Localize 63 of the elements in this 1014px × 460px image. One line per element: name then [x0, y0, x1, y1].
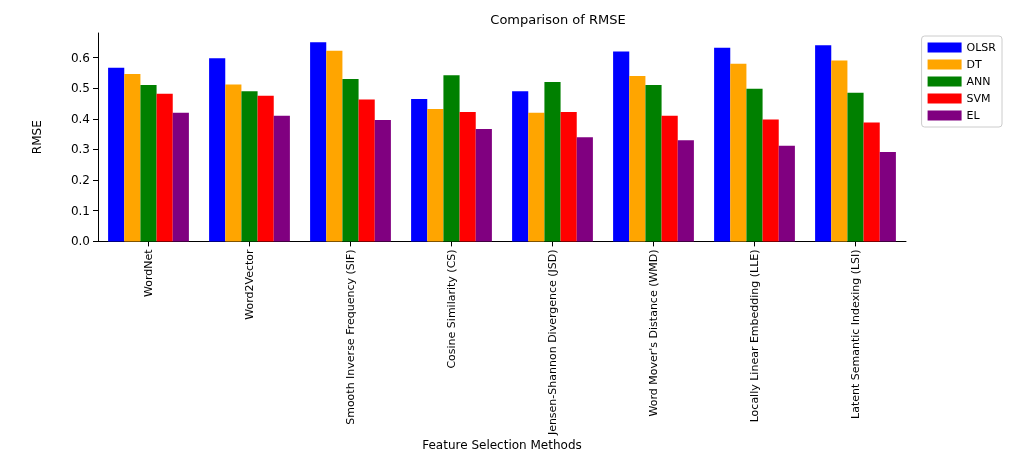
bar [209, 58, 226, 242]
bar [273, 115, 290, 242]
bar [544, 82, 561, 242]
bar [560, 112, 577, 242]
bar [225, 84, 242, 242]
bar [831, 60, 848, 242]
bar [459, 112, 476, 242]
bar [108, 67, 125, 242]
bar [762, 119, 779, 242]
y-tick-label: 0.1 [70, 203, 90, 218]
x-axis-title: Feature Selection Methods [422, 438, 582, 452]
bar [140, 85, 157, 242]
bar [475, 128, 492, 242]
x-tick-label: Locally Linear Embedding (LLE) [748, 249, 761, 423]
y-axis-title: RMSE [30, 120, 44, 155]
legend-label: OLSR [966, 41, 997, 54]
y-tick-label: 0.0 [70, 234, 90, 249]
x-tick-label: Jensen-Shannon Divergence (JSD) [546, 249, 559, 437]
bar [746, 88, 763, 242]
bar [241, 91, 258, 242]
x-tick-label: Latent Semantic Indexing (LSI) [849, 249, 862, 419]
x-tick-label: WordNet [142, 248, 155, 297]
bar [156, 93, 173, 242]
y-tick-label: 0.5 [70, 81, 90, 96]
x-tick-label: Smooth Inverse Frequency (SIF) [344, 249, 357, 425]
y-tick-label: 0.3 [70, 142, 90, 157]
x-tick-label: Word2Vector [243, 248, 256, 320]
legend-label: DT [966, 58, 983, 71]
bar [815, 45, 832, 242]
bar [427, 109, 444, 242]
bar [172, 112, 189, 242]
bar [730, 63, 747, 242]
bar [629, 75, 646, 242]
legend-label: EL [966, 109, 981, 122]
bar [124, 74, 141, 242]
bar [342, 78, 359, 242]
y-tick-label: 0.4 [70, 111, 90, 126]
bar [847, 92, 864, 242]
x-tick-label: Word Mover's Distance (WMD) [647, 249, 660, 417]
bar [661, 115, 678, 242]
bar [576, 137, 593, 242]
y-tick-label: 0.6 [70, 50, 90, 65]
bar [879, 151, 896, 242]
bar [528, 112, 545, 242]
y-tick-label: 0.2 [70, 173, 90, 188]
bar [512, 91, 529, 242]
bar [677, 140, 694, 242]
bar [257, 95, 274, 242]
bar [358, 99, 375, 242]
bar [374, 120, 391, 242]
bar [310, 42, 327, 242]
chart-title: Comparison of RMSE [490, 12, 626, 27]
legend-label: ANN [966, 75, 991, 88]
bar [863, 122, 880, 242]
bar [613, 51, 630, 242]
bar [778, 145, 795, 242]
bar [714, 47, 731, 242]
x-tick-label: Cosine Similarity (CS) [445, 249, 458, 369]
bar [326, 50, 343, 242]
bar [645, 85, 662, 242]
legend-label: SVM [966, 92, 991, 105]
bar [443, 75, 460, 242]
bar [411, 98, 428, 242]
